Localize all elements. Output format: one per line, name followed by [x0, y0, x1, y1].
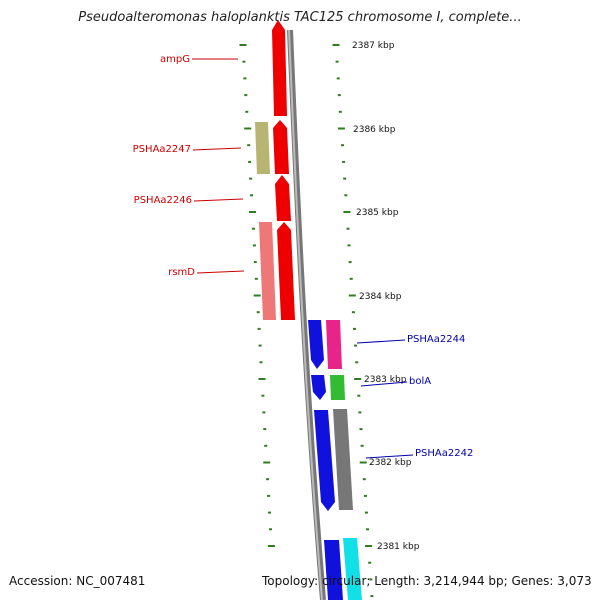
tick-label-2385: 2385 kbp: [356, 208, 399, 218]
gene-block-rsmD[interactable]: [259, 222, 276, 320]
gene-block-PSHAa2247-mate[interactable]: [273, 120, 289, 174]
tick-label-2381: 2381 kbp: [377, 542, 420, 552]
chromosome-backbone: [287, 29, 326, 600]
tick-label-2386: 2386 kbp: [353, 125, 396, 135]
gene-label-PSHAa2244[interactable]: PSHAa2244: [407, 334, 465, 345]
tick-labels: 2387 kbp 2386 kbp 2385 kbp 2384 kbp 2383…: [352, 41, 420, 552]
gene-block-PSHAa2242-blue[interactable]: [314, 410, 335, 511]
gene-label-PSHAa2247[interactable]: PSHAa2247: [133, 144, 191, 155]
map-title: Pseudoalteromonas haloplanktis TAC125 ch…: [78, 10, 522, 25]
gene-label-rsmD[interactable]: rsmD: [168, 267, 195, 278]
gene-block-PSHAa2244[interactable]: [326, 320, 342, 369]
right-ruler: [332, 44, 374, 598]
gene-block-bottom-blue[interactable]: [324, 540, 343, 600]
left-ruler: [239, 44, 275, 547]
gene-block-PSHAa2247[interactable]: [255, 122, 270, 174]
gene-block-rsmD-mate[interactable]: [277, 222, 295, 320]
gene-block-bolA-blue[interactable]: [311, 375, 326, 400]
gene-block-bolA[interactable]: [330, 375, 345, 400]
gene-block-PSHAa2246[interactable]: [275, 175, 291, 221]
gene-label-bolA[interactable]: bolA: [409, 376, 431, 387]
accession-text: Accession: NC_007481: [9, 574, 146, 588]
tick-label-2382: 2382 kbp: [369, 458, 412, 468]
gene-block-bottom-cyan[interactable]: [343, 538, 362, 600]
tick-label-2383: 2383 kbp: [364, 375, 407, 385]
gene-block-PSHAa2244-blue[interactable]: [308, 320, 324, 369]
tick-label-2384: 2384 kbp: [359, 292, 402, 302]
gene-block-ampG[interactable]: [272, 20, 287, 116]
gene-label-PSHAa2246[interactable]: PSHAa2246: [134, 195, 192, 206]
left-gene-labels: ampG PSHAa2247 PSHAa2246 rsmD: [133, 54, 245, 278]
gene-label-PSHAa2242[interactable]: PSHAa2242: [415, 448, 473, 459]
right-gene-labels: PSHAa2244 bolA PSHAa2242: [356, 334, 473, 459]
tick-label-2387: 2387 kbp: [352, 41, 395, 51]
gene-block-PSHAa2242[interactable]: [333, 409, 353, 510]
genome-summary-text: Topology: circular; Length: 3,214,944 bp…: [262, 574, 592, 588]
gene-label-ampG[interactable]: ampG: [160, 54, 190, 65]
